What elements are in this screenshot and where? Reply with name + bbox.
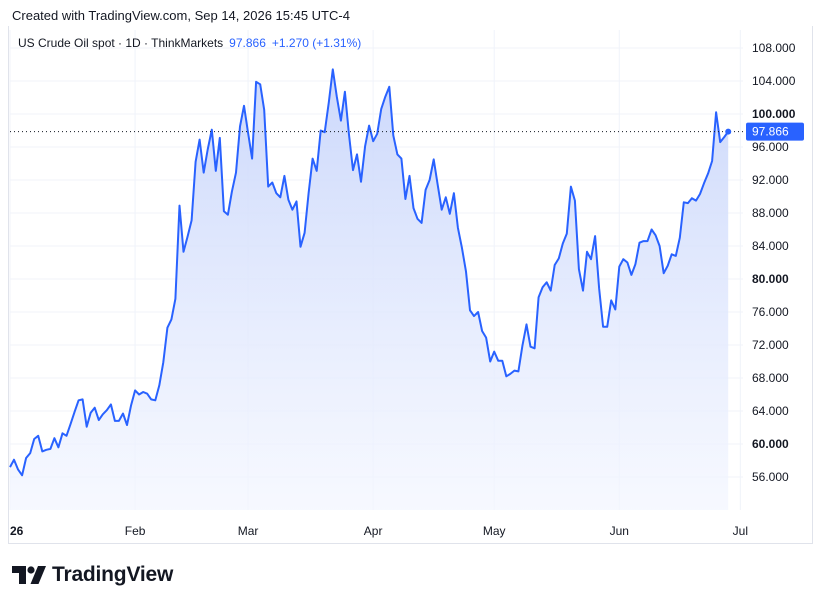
y-tick-label: 108.000 — [752, 41, 796, 55]
x-tick-label: Mar — [238, 524, 259, 538]
y-axis[interactable]: 56.000 60.000 64.000 68.000 72.000 76.000 80.0… — [752, 41, 796, 484]
y-tick-label: 88.000 — [752, 206, 789, 220]
y-tick-label: 56.000 — [752, 470, 789, 484]
last-price-dot — [725, 128, 732, 135]
x-tick-label: 26 — [10, 524, 24, 538]
price-line — [9, 68, 730, 477]
y-tick-label: 64.000 — [752, 404, 789, 418]
y-tick-label: 80.000 — [752, 272, 789, 286]
chart-frame — [8, 26, 813, 544]
price-tag-label: 97.866 — [752, 125, 789, 139]
y-tick-label: 84.000 — [752, 239, 789, 253]
created-with-text: Created with TradingView.com, Sep 14, 20… — [12, 8, 350, 23]
current-price-tag: 97.866 — [746, 122, 804, 141]
x-tick-label: Feb — [125, 524, 146, 538]
x-tick-label: Jul — [733, 524, 748, 538]
symbol-description: US Crude Oil spot · 1D · ThinkMarkets — [18, 36, 224, 50]
chart-legend: US Crude Oil spot · 1D · ThinkMarkets 97.… — [18, 36, 361, 50]
y-tick-label: 76.000 — [752, 305, 789, 319]
tradingview-logo-icon — [12, 566, 46, 584]
y-tick-label: 60.000 — [752, 437, 789, 451]
x-tick-label: May — [483, 524, 506, 538]
price-change: +1.270 (+1.31%) — [271, 36, 362, 50]
y-tick-label: 72.000 — [752, 338, 789, 352]
tradingview-logo-text: TradingView — [52, 563, 174, 586]
x-tick-label: Jun — [610, 524, 629, 538]
y-tick-label: 104.000 — [752, 74, 796, 88]
price-tag-background — [746, 122, 804, 141]
price-area-fill — [10, 69, 729, 511]
x-axis[interactable]: 26FebMarAprMayJunJulAugSep — [10, 524, 822, 538]
y-tick-label: 100.000 — [752, 107, 796, 121]
y-tick-label: 68.000 — [752, 371, 789, 385]
x-tick-label: Apr — [364, 524, 383, 538]
y-tick-label: 92.000 — [752, 173, 789, 187]
y-tick-label: 96.000 — [752, 140, 789, 154]
tradingview-logo[interactable]: TradingView — [12, 562, 173, 588]
last-value: 97.866 — [229, 36, 266, 50]
